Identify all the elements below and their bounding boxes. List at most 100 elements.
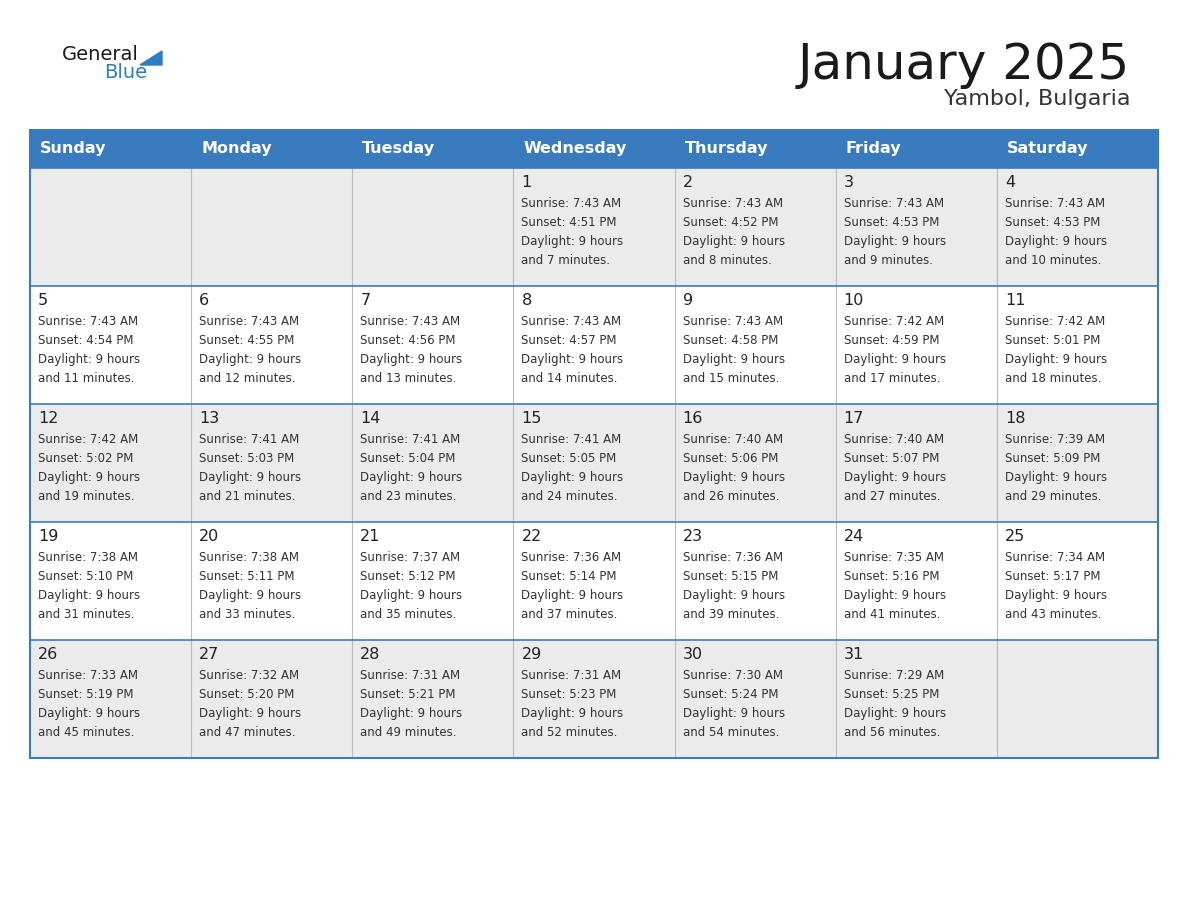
Text: and 47 minutes.: and 47 minutes. <box>200 726 296 739</box>
Text: 18: 18 <box>1005 411 1025 426</box>
Text: Sunset: 5:04 PM: Sunset: 5:04 PM <box>360 452 456 465</box>
Text: and 8 minutes.: and 8 minutes. <box>683 254 771 267</box>
Text: Yambol, Bulgaria: Yambol, Bulgaria <box>943 89 1130 109</box>
Text: 17: 17 <box>843 411 864 426</box>
Text: 26: 26 <box>38 647 58 662</box>
Text: 2: 2 <box>683 175 693 190</box>
Text: Daylight: 9 hours: Daylight: 9 hours <box>683 471 785 484</box>
Text: Daylight: 9 hours: Daylight: 9 hours <box>522 353 624 366</box>
Text: Sunset: 4:56 PM: Sunset: 4:56 PM <box>360 334 456 347</box>
Text: Sunrise: 7:32 AM: Sunrise: 7:32 AM <box>200 669 299 682</box>
Text: January 2025: January 2025 <box>798 41 1130 89</box>
Text: Sunset: 4:55 PM: Sunset: 4:55 PM <box>200 334 295 347</box>
Text: and 10 minutes.: and 10 minutes. <box>1005 254 1101 267</box>
Text: Daylight: 9 hours: Daylight: 9 hours <box>843 235 946 248</box>
Text: Sunset: 5:09 PM: Sunset: 5:09 PM <box>1005 452 1100 465</box>
Text: Daylight: 9 hours: Daylight: 9 hours <box>38 589 140 602</box>
Text: Thursday: Thursday <box>684 141 769 156</box>
Text: 25: 25 <box>1005 529 1025 544</box>
Text: Wednesday: Wednesday <box>524 141 627 156</box>
Text: 27: 27 <box>200 647 220 662</box>
Text: Sunrise: 7:43 AM: Sunrise: 7:43 AM <box>1005 197 1105 210</box>
Text: and 19 minutes.: and 19 minutes. <box>38 490 134 503</box>
Text: Sunrise: 7:40 AM: Sunrise: 7:40 AM <box>683 433 783 446</box>
Text: Daylight: 9 hours: Daylight: 9 hours <box>522 235 624 248</box>
Text: Sunrise: 7:29 AM: Sunrise: 7:29 AM <box>843 669 944 682</box>
Text: Sunrise: 7:43 AM: Sunrise: 7:43 AM <box>522 315 621 328</box>
Text: Daylight: 9 hours: Daylight: 9 hours <box>38 707 140 720</box>
Text: Sunrise: 7:41 AM: Sunrise: 7:41 AM <box>522 433 621 446</box>
Text: Sunrise: 7:43 AM: Sunrise: 7:43 AM <box>200 315 299 328</box>
Text: General: General <box>62 45 139 64</box>
Text: Daylight: 9 hours: Daylight: 9 hours <box>1005 589 1107 602</box>
Text: Sunrise: 7:33 AM: Sunrise: 7:33 AM <box>38 669 138 682</box>
Text: Sunrise: 7:36 AM: Sunrise: 7:36 AM <box>683 551 783 564</box>
FancyBboxPatch shape <box>30 522 1158 640</box>
Text: Sunrise: 7:39 AM: Sunrise: 7:39 AM <box>1005 433 1105 446</box>
Text: Daylight: 9 hours: Daylight: 9 hours <box>683 589 785 602</box>
Text: Daylight: 9 hours: Daylight: 9 hours <box>200 353 302 366</box>
Text: Daylight: 9 hours: Daylight: 9 hours <box>38 353 140 366</box>
Text: Sunset: 5:16 PM: Sunset: 5:16 PM <box>843 570 940 583</box>
Text: Sunset: 4:58 PM: Sunset: 4:58 PM <box>683 334 778 347</box>
Text: Daylight: 9 hours: Daylight: 9 hours <box>1005 235 1107 248</box>
Text: 5: 5 <box>38 293 49 308</box>
Text: 1: 1 <box>522 175 532 190</box>
Text: Daylight: 9 hours: Daylight: 9 hours <box>360 589 462 602</box>
Text: Sunset: 5:14 PM: Sunset: 5:14 PM <box>522 570 617 583</box>
Text: Daylight: 9 hours: Daylight: 9 hours <box>1005 471 1107 484</box>
Text: Sunrise: 7:43 AM: Sunrise: 7:43 AM <box>683 197 783 210</box>
Text: Sunset: 5:15 PM: Sunset: 5:15 PM <box>683 570 778 583</box>
Text: Sunset: 5:25 PM: Sunset: 5:25 PM <box>843 688 939 701</box>
Text: Sunset: 5:06 PM: Sunset: 5:06 PM <box>683 452 778 465</box>
FancyBboxPatch shape <box>30 640 1158 758</box>
Text: Daylight: 9 hours: Daylight: 9 hours <box>522 589 624 602</box>
Text: 9: 9 <box>683 293 693 308</box>
Text: Sunday: Sunday <box>40 141 107 156</box>
Text: Daylight: 9 hours: Daylight: 9 hours <box>683 707 785 720</box>
Text: Sunrise: 7:31 AM: Sunrise: 7:31 AM <box>522 669 621 682</box>
Text: Daylight: 9 hours: Daylight: 9 hours <box>843 353 946 366</box>
Text: Sunrise: 7:35 AM: Sunrise: 7:35 AM <box>843 551 943 564</box>
Text: Daylight: 9 hours: Daylight: 9 hours <box>843 471 946 484</box>
Text: Sunset: 4:57 PM: Sunset: 4:57 PM <box>522 334 617 347</box>
Text: Sunset: 4:59 PM: Sunset: 4:59 PM <box>843 334 940 347</box>
FancyBboxPatch shape <box>30 130 1158 168</box>
Text: Sunrise: 7:37 AM: Sunrise: 7:37 AM <box>360 551 461 564</box>
Text: and 41 minutes.: and 41 minutes. <box>843 608 940 621</box>
Text: and 12 minutes.: and 12 minutes. <box>200 372 296 385</box>
Text: Sunset: 4:52 PM: Sunset: 4:52 PM <box>683 216 778 229</box>
Text: Sunset: 5:19 PM: Sunset: 5:19 PM <box>38 688 133 701</box>
Text: Sunrise: 7:41 AM: Sunrise: 7:41 AM <box>360 433 461 446</box>
Text: Sunrise: 7:42 AM: Sunrise: 7:42 AM <box>843 315 944 328</box>
Text: Daylight: 9 hours: Daylight: 9 hours <box>200 471 302 484</box>
Text: 28: 28 <box>360 647 380 662</box>
Text: Daylight: 9 hours: Daylight: 9 hours <box>683 235 785 248</box>
Text: and 11 minutes.: and 11 minutes. <box>38 372 134 385</box>
Text: Sunrise: 7:43 AM: Sunrise: 7:43 AM <box>843 197 943 210</box>
Text: Tuesday: Tuesday <box>362 141 436 156</box>
Text: Daylight: 9 hours: Daylight: 9 hours <box>683 353 785 366</box>
Text: and 43 minutes.: and 43 minutes. <box>1005 608 1101 621</box>
Text: 3: 3 <box>843 175 854 190</box>
Text: and 49 minutes.: and 49 minutes. <box>360 726 456 739</box>
FancyBboxPatch shape <box>30 286 1158 404</box>
Text: Daylight: 9 hours: Daylight: 9 hours <box>200 707 302 720</box>
Text: and 31 minutes.: and 31 minutes. <box>38 608 134 621</box>
Text: and 27 minutes.: and 27 minutes. <box>843 490 940 503</box>
Text: 24: 24 <box>843 529 864 544</box>
Text: Sunrise: 7:36 AM: Sunrise: 7:36 AM <box>522 551 621 564</box>
Text: and 15 minutes.: and 15 minutes. <box>683 372 779 385</box>
Text: Sunrise: 7:31 AM: Sunrise: 7:31 AM <box>360 669 461 682</box>
Text: and 26 minutes.: and 26 minutes. <box>683 490 779 503</box>
Text: Sunrise: 7:40 AM: Sunrise: 7:40 AM <box>843 433 943 446</box>
Text: 16: 16 <box>683 411 703 426</box>
Text: Sunset: 5:11 PM: Sunset: 5:11 PM <box>200 570 295 583</box>
Text: Daylight: 9 hours: Daylight: 9 hours <box>522 471 624 484</box>
Text: Sunset: 5:10 PM: Sunset: 5:10 PM <box>38 570 133 583</box>
Text: 7: 7 <box>360 293 371 308</box>
Text: Sunset: 4:53 PM: Sunset: 4:53 PM <box>843 216 939 229</box>
Text: and 18 minutes.: and 18 minutes. <box>1005 372 1101 385</box>
Text: 15: 15 <box>522 411 542 426</box>
Text: Friday: Friday <box>846 141 902 156</box>
